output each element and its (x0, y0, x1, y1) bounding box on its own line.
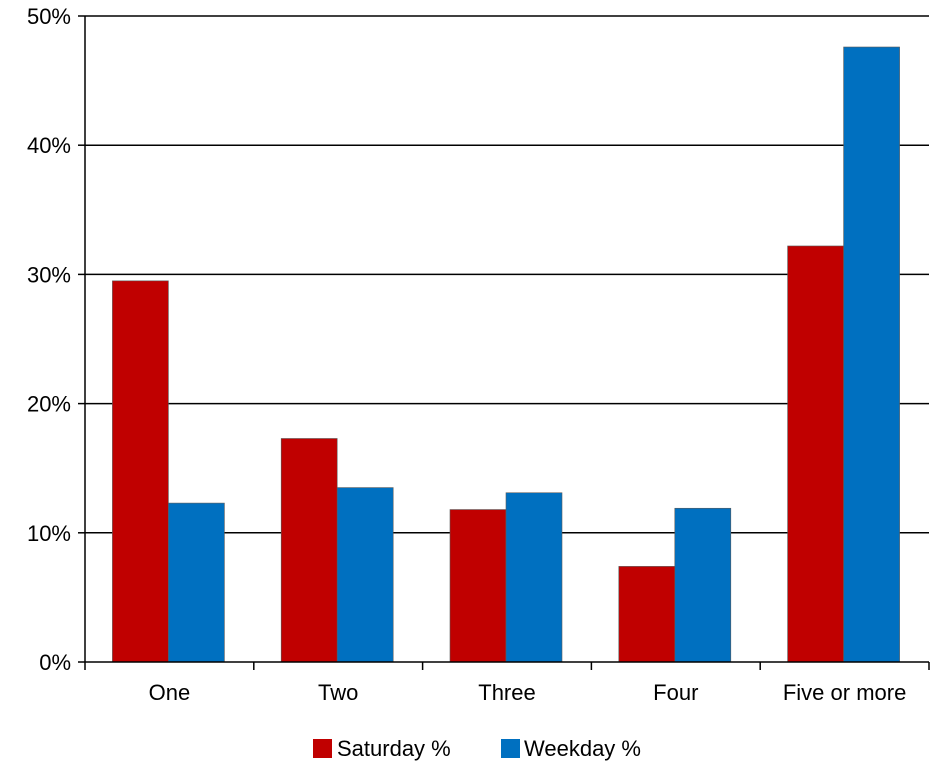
bar-saturday-three (449, 509, 507, 663)
bar-saturday-one (112, 280, 169, 663)
x-axis-tick-label: One (149, 680, 191, 705)
y-axis-tick-labels: 0% 10% 20% 30% 40% 50% (27, 4, 71, 675)
legend-label-saturday: Saturday % (337, 736, 451, 761)
bar-weekday-two (336, 487, 394, 663)
y-axis-tick-label: 10% (27, 521, 71, 546)
legend: Saturday % Weekday % (313, 736, 641, 761)
x-axis-tick-label: Two (318, 680, 358, 705)
y-axis-tick-label: 30% (27, 262, 71, 287)
legend-swatch-weekday (501, 739, 520, 758)
bar-saturday-two (280, 438, 338, 663)
bar-weekday-four (674, 507, 732, 663)
y-axis-tick-label: 40% (27, 133, 71, 158)
bar-weekday-three (505, 492, 563, 663)
bar-weekday-one (168, 502, 225, 663)
legend-swatch-saturday (313, 739, 332, 758)
y-axis-tick-label: 50% (27, 4, 71, 29)
axes (78, 15, 930, 670)
x-axis-tick-label: Four (653, 680, 698, 705)
bar-saturday-five-or-more (787, 245, 844, 663)
bars (112, 46, 900, 663)
x-axis-tick-labels: One Two Three Four Five or more (149, 680, 907, 705)
bar-weekday-five-or-more (843, 46, 900, 663)
bar-saturday-four (618, 566, 676, 663)
x-axis-tick-label: Five or more (783, 680, 906, 705)
y-axis-tick-label: 0% (39, 650, 71, 675)
y-axis-tick-label: 20% (27, 392, 71, 417)
x-axis-tick-label: Three (478, 680, 535, 705)
legend-label-weekday: Weekday % (524, 736, 641, 761)
